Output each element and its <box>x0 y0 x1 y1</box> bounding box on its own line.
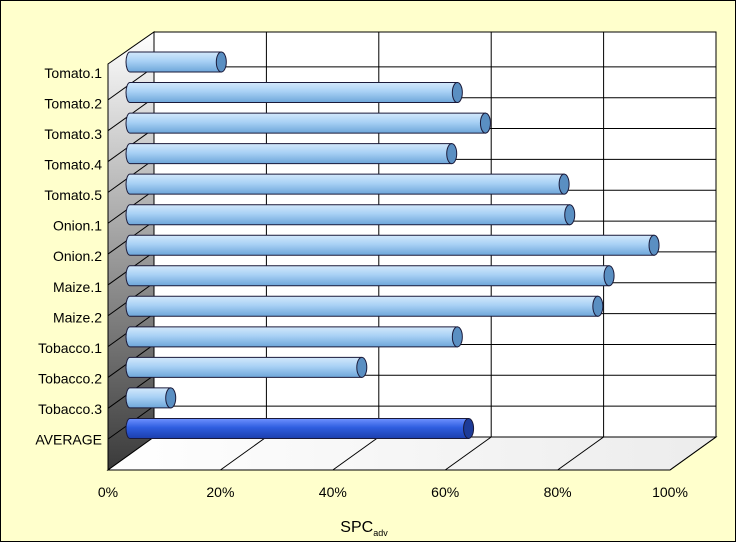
bar-cap <box>446 143 458 165</box>
category-label: Tobacco.1 <box>38 340 102 356</box>
x-tick-label: 0% <box>98 484 118 500</box>
bar-cap <box>356 356 368 378</box>
x-tick-label: 60% <box>431 484 459 500</box>
bar <box>125 51 222 73</box>
bar-cap <box>558 173 570 195</box>
bar <box>125 112 486 134</box>
category-label: Tomato.2 <box>44 96 102 112</box>
bar <box>125 326 458 348</box>
floor-gridline <box>669 436 717 471</box>
category-label: Tomato.4 <box>44 157 102 173</box>
floor-gridline <box>557 436 604 471</box>
bar <box>125 82 458 104</box>
floor-gridline <box>220 436 267 471</box>
category-label: Maize.2 <box>53 309 102 325</box>
bar-cap <box>479 112 491 134</box>
x-axis-title: SPCadv <box>340 519 388 538</box>
x-tick-label: 100% <box>652 484 688 500</box>
floor-gridline <box>444 436 492 471</box>
bar <box>125 173 565 195</box>
floor-gridline <box>332 436 380 471</box>
bar-cap <box>592 295 604 317</box>
bar <box>125 234 655 256</box>
category-label: Tobacco.2 <box>38 370 102 386</box>
x-tick-label: 40% <box>319 484 347 500</box>
category-label: Tobacco.3 <box>38 401 102 417</box>
bar <box>125 387 172 409</box>
floor <box>106 436 718 471</box>
bar-cap <box>215 51 227 73</box>
bar-cap <box>165 387 177 409</box>
x-tick-label: 20% <box>206 484 234 500</box>
bar-cap <box>451 82 463 104</box>
bar <box>125 143 453 165</box>
category-label: AVERAGE <box>35 431 102 447</box>
category-label: Onion.1 <box>53 218 102 234</box>
bars <box>125 51 660 439</box>
bar <box>125 356 363 378</box>
bar-cap <box>564 204 576 226</box>
category-label: Tomato.1 <box>44 65 102 81</box>
bar <box>125 265 610 287</box>
bar <box>125 417 470 439</box>
x-tick-label: 80% <box>544 484 572 500</box>
x-tick-labels: 0% 20% 40% 60% 80% 100% <box>98 484 688 500</box>
bar <box>125 295 599 317</box>
category-labels: Tomato.1 Tomato.2 Tomato.3 Tomato.4 Tomato.5… <box>35 65 102 447</box>
category-label: Maize.1 <box>53 279 102 295</box>
bar-cap <box>451 326 463 348</box>
bar <box>125 204 571 226</box>
bar-cap <box>603 265 615 287</box>
category-label: Onion.2 <box>53 248 102 264</box>
bar-cap <box>463 417 475 439</box>
category-label: Tomato.3 <box>44 126 102 142</box>
bar-cap <box>648 234 660 256</box>
category-label: Tomato.5 <box>44 187 102 203</box>
